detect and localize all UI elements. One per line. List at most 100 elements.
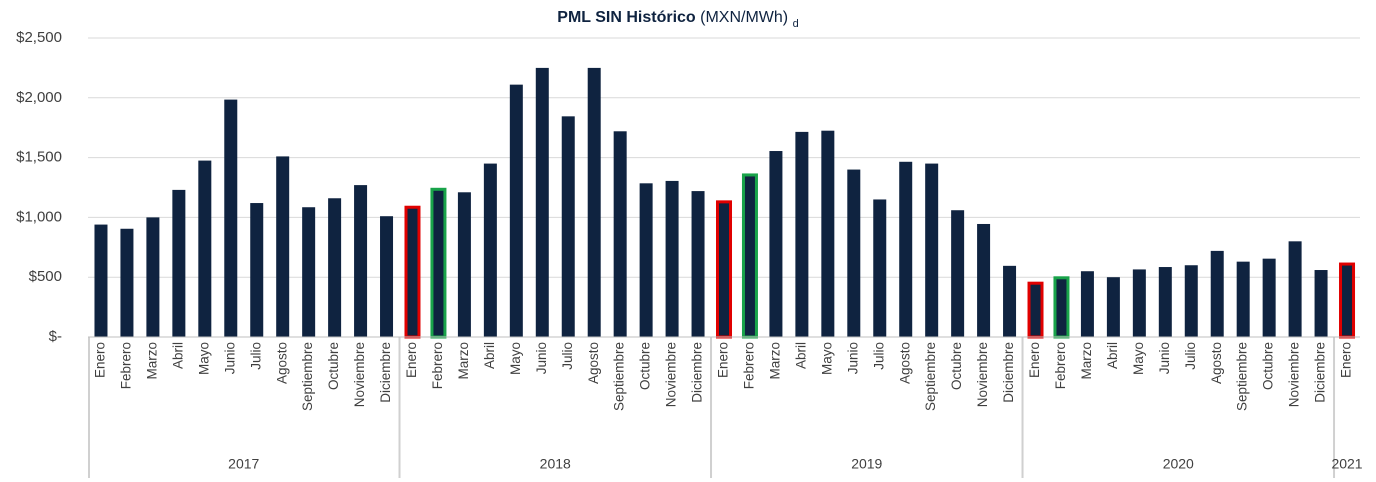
x-tick-label: Julio <box>871 342 886 370</box>
year-label: 2018 <box>540 456 571 472</box>
bar <box>457 192 471 337</box>
title-unit: (MXN/MWh) <box>700 9 788 26</box>
x-tick-label: Marzo <box>456 342 471 380</box>
x-tick-label: Diciembre <box>1313 342 1328 403</box>
bar <box>613 131 627 337</box>
x-tick-label: Agosto <box>897 342 912 384</box>
x-tick-label: Febrero <box>430 342 445 389</box>
year-label: 2019 <box>851 456 882 472</box>
x-tick-label: Mayo <box>508 342 523 375</box>
bar <box>328 198 342 337</box>
bar <box>172 189 186 337</box>
x-tick-label: Febrero <box>1053 342 1068 389</box>
x-tick-label: Septiembre <box>612 342 627 411</box>
y-tick-label: $1,000 <box>16 208 62 225</box>
bar <box>1236 261 1250 337</box>
x-tick-label: Septiembre <box>1235 342 1250 411</box>
bar <box>198 160 212 337</box>
bar <box>430 187 447 339</box>
x-tick-label: Abril <box>1105 342 1120 369</box>
x-tick-label: Enero <box>93 342 108 378</box>
x-tick-label: Mayo <box>819 342 834 375</box>
x-tick-label: Febrero <box>119 342 134 389</box>
x-tick-label: Enero <box>716 342 731 378</box>
x-tick-label: Agosto <box>274 342 289 384</box>
bar <box>716 200 732 339</box>
bar <box>224 99 238 338</box>
bar <box>977 223 991 337</box>
bar <box>925 163 939 337</box>
bar <box>873 199 887 337</box>
bar <box>354 185 368 337</box>
x-tick-label: Enero <box>404 342 419 378</box>
bar <box>302 207 316 337</box>
bar <box>1106 277 1120 337</box>
bar <box>1262 258 1276 337</box>
bar <box>899 161 913 337</box>
x-tick-label: Octubre <box>1261 342 1276 390</box>
bar <box>639 183 653 337</box>
x-tick-label: Enero <box>1027 342 1042 378</box>
bar <box>795 131 809 337</box>
y-tick-label: $2,500 <box>16 29 62 46</box>
bar <box>1184 265 1198 337</box>
x-tick-label: Octubre <box>326 342 341 390</box>
bar <box>1158 267 1172 337</box>
bar <box>535 67 549 338</box>
x-tick-label: Agosto <box>1209 342 1224 384</box>
x-tick-label: Abril <box>170 342 185 369</box>
x-tick-label: Febrero <box>742 342 757 389</box>
y-tick-label: $1,500 <box>16 149 62 166</box>
x-tick-label: Diciembre <box>1001 342 1016 403</box>
bar <box>1080 271 1094 337</box>
bar <box>561 116 575 337</box>
x-tick-label: Abril <box>482 342 497 369</box>
x-tick-label: Marzo <box>1079 342 1094 380</box>
x-tick-label: Junio <box>534 342 549 374</box>
x-tick-label: Septiembre <box>300 342 315 411</box>
bar <box>1288 241 1302 337</box>
bar <box>250 203 264 337</box>
x-tick-label: Mayo <box>1131 342 1146 375</box>
x-tick-label: Enero <box>1339 342 1354 378</box>
bar <box>404 205 421 339</box>
bar <box>276 156 290 337</box>
x-tick-label: Abril <box>793 342 808 369</box>
title-main: PML SIN Histórico <box>557 9 696 26</box>
x-tick-label: Noviembre <box>352 342 367 407</box>
bar <box>146 217 160 337</box>
bar <box>951 210 965 337</box>
bar <box>1210 250 1224 337</box>
x-tick-label: Junio <box>1157 342 1172 374</box>
bar <box>120 228 134 337</box>
bar <box>847 169 861 337</box>
y-tick-label: $2,000 <box>16 89 62 106</box>
bar <box>1339 262 1356 339</box>
bar <box>1053 276 1070 339</box>
x-tick-label: Noviembre <box>1287 342 1302 407</box>
x-tick-label: Diciembre <box>378 342 393 403</box>
year-label: 2021 <box>1331 456 1362 472</box>
x-tick-label: Julio <box>1183 342 1198 370</box>
x-tick-label: Julio <box>248 342 263 370</box>
x-tick-label: Junio <box>222 342 237 374</box>
x-tick-label: Mayo <box>196 342 211 375</box>
x-tick-label: Junio <box>845 342 860 374</box>
x-tick-label: Septiembre <box>923 342 938 411</box>
bar <box>1132 269 1146 337</box>
x-tick-label: Noviembre <box>975 342 990 407</box>
x-tick-label: Marzo <box>144 342 159 380</box>
bar <box>380 216 394 337</box>
y-tick-label: $- <box>49 328 62 345</box>
year-label: 2017 <box>228 456 259 472</box>
bar <box>587 67 601 338</box>
bar <box>94 224 108 337</box>
bar <box>821 130 835 337</box>
x-tick-label: Octubre <box>949 342 964 390</box>
bar <box>741 173 758 339</box>
year-label: 2020 <box>1163 456 1194 472</box>
x-tick-label: Julio <box>560 342 575 370</box>
bar <box>769 151 783 337</box>
x-tick-label: Noviembre <box>664 342 679 407</box>
